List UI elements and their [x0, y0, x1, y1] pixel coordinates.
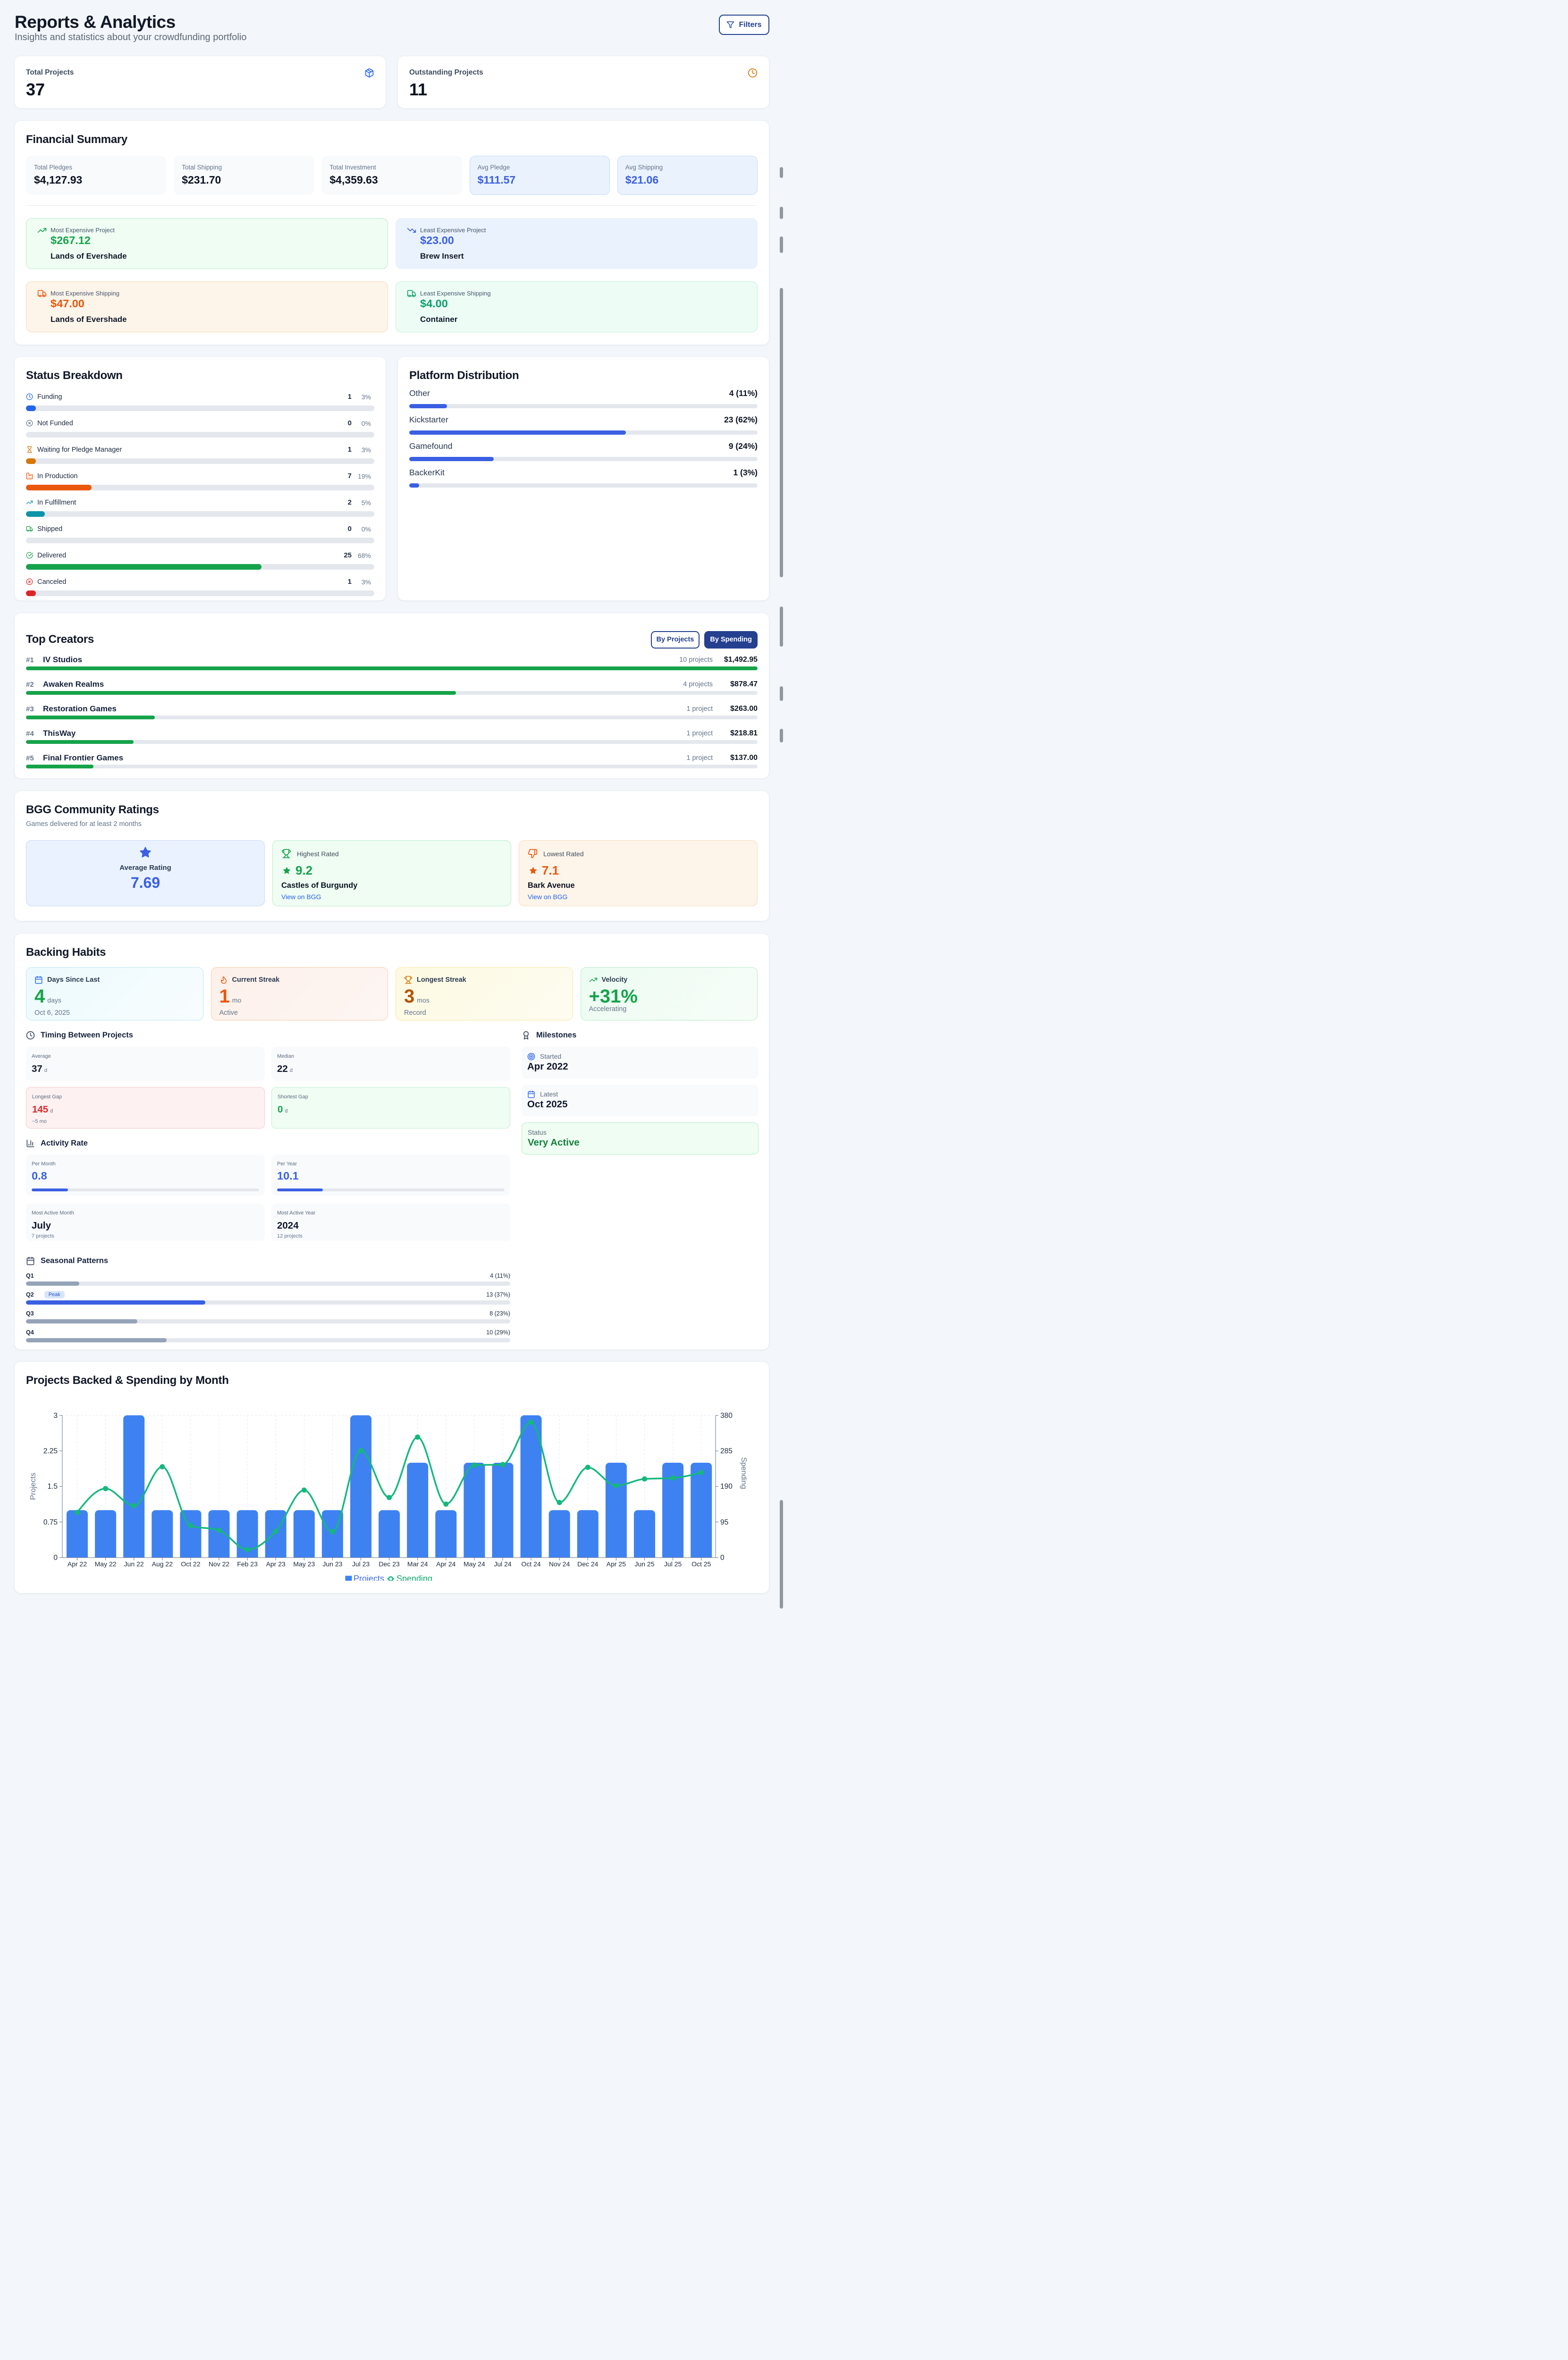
svg-text:Feb 23: Feb 23	[237, 1560, 258, 1568]
svg-text:Jun 22: Jun 22	[124, 1560, 144, 1568]
svg-text:2.25: 2.25	[43, 1447, 58, 1455]
svg-text:Spending: Spending	[396, 1574, 432, 1581]
svg-text:May 22: May 22	[95, 1560, 117, 1568]
svg-text:May 23: May 23	[293, 1560, 315, 1568]
svg-text:Jul 25: Jul 25	[664, 1560, 682, 1568]
svg-text:Oct 22: Oct 22	[181, 1560, 200, 1568]
svg-text:0: 0	[53, 1554, 58, 1562]
svg-text:95: 95	[720, 1518, 728, 1526]
svg-text:0: 0	[720, 1554, 725, 1562]
svg-text:Spending: Spending	[740, 1457, 748, 1489]
svg-text:Oct 24: Oct 24	[521, 1560, 540, 1568]
svg-text:Oct 25: Oct 25	[691, 1560, 711, 1568]
svg-text:Apr 22: Apr 22	[67, 1560, 87, 1568]
svg-text:3: 3	[53, 1412, 58, 1420]
svg-text:0.75: 0.75	[43, 1518, 58, 1526]
svg-text:Jun 25: Jun 25	[634, 1560, 654, 1568]
svg-text:Apr 24: Apr 24	[436, 1560, 455, 1568]
svg-text:Jun 23: Jun 23	[322, 1560, 342, 1568]
svg-text:Mar 24: Mar 24	[407, 1560, 428, 1568]
svg-text:Apr 25: Apr 25	[607, 1560, 626, 1568]
svg-text:1.5: 1.5	[47, 1483, 58, 1491]
svg-text:Projects: Projects	[354, 1574, 384, 1581]
svg-text:May 24: May 24	[464, 1560, 485, 1568]
svg-text:Jul 23: Jul 23	[352, 1560, 370, 1568]
svg-text:285: 285	[720, 1447, 733, 1455]
svg-text:Nov 22: Nov 22	[209, 1560, 230, 1568]
svg-text:Projects: Projects	[29, 1473, 37, 1500]
svg-text:190: 190	[720, 1483, 733, 1491]
svg-text:Dec 23: Dec 23	[379, 1560, 400, 1568]
svg-text:Dec 24: Dec 24	[577, 1560, 599, 1568]
svg-text:Aug 22: Aug 22	[152, 1560, 173, 1568]
svg-text:Nov 24: Nov 24	[549, 1560, 570, 1568]
svg-text:380: 380	[720, 1412, 733, 1420]
svg-text:Apr 23: Apr 23	[266, 1560, 286, 1568]
svg-text:Jul 24: Jul 24	[494, 1560, 512, 1568]
